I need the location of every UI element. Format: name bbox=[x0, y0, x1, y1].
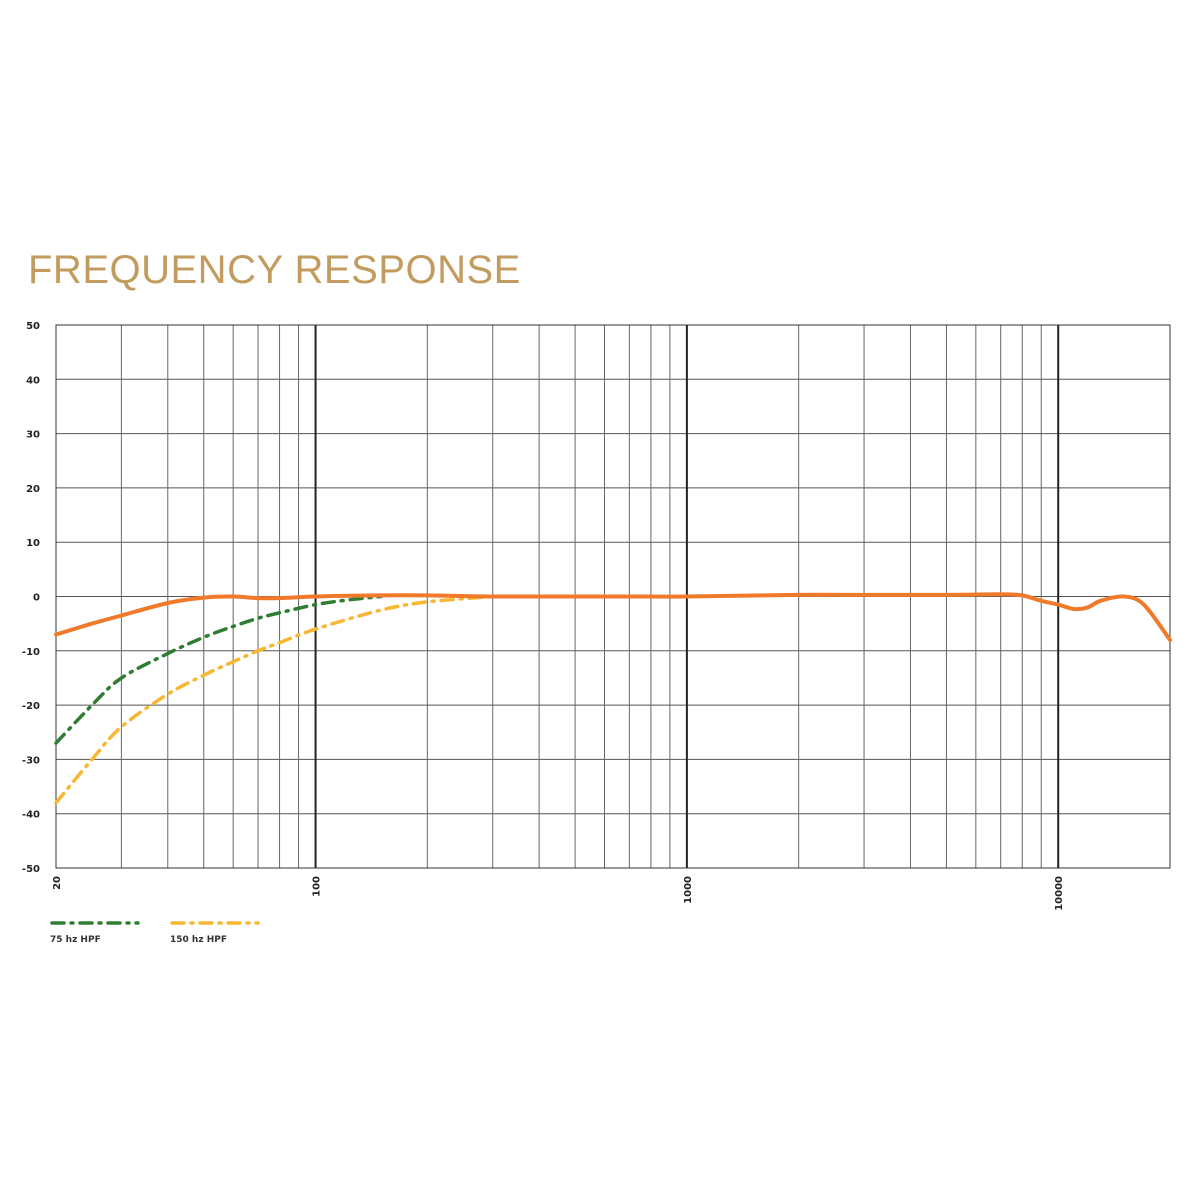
y-tick-label: 40 bbox=[26, 375, 40, 386]
legend-label: 150 hz HPF bbox=[170, 935, 227, 945]
x-tick-labels: 20 100 1000 10000 bbox=[52, 876, 1065, 911]
response-series-line bbox=[54, 592, 1172, 642]
plot-frame bbox=[55, 324, 1171, 869]
legend-label: 75 hz HPF bbox=[50, 935, 101, 945]
y-tick-label: 20 bbox=[26, 484, 40, 495]
x-tick-label: 20 bbox=[52, 876, 63, 890]
y-tick-label: 50 bbox=[26, 321, 40, 332]
y-tick-label: -50 bbox=[22, 864, 40, 875]
y-tick-label: 10 bbox=[26, 538, 40, 549]
grid-lines bbox=[55, 324, 1171, 869]
legend: 75 hz HPF 150 hz HPF bbox=[50, 921, 260, 945]
y-tick-label: -30 bbox=[22, 755, 40, 766]
x-tick-label: 1000 bbox=[683, 876, 694, 904]
y-tick-label: -40 bbox=[22, 810, 40, 821]
x-tick-label: 10000 bbox=[1054, 876, 1065, 911]
150-hz-hpf-series-line bbox=[54, 594, 495, 805]
series-layer bbox=[54, 592, 1172, 805]
y-tick-label: -20 bbox=[22, 701, 40, 712]
y-tick-label: 30 bbox=[26, 430, 40, 441]
chart-title: FREQUENCY RESPONSE bbox=[28, 248, 521, 292]
75-hz-hpf-series-line bbox=[54, 594, 383, 745]
x-tick-label: 100 bbox=[312, 876, 323, 897]
y-tick-labels: 50 40 30 20 10 0 -10 -20 -30 -40 -50 bbox=[22, 321, 40, 875]
y-tick-label: -10 bbox=[22, 647, 40, 658]
y-tick-label: 0 bbox=[33, 593, 40, 604]
